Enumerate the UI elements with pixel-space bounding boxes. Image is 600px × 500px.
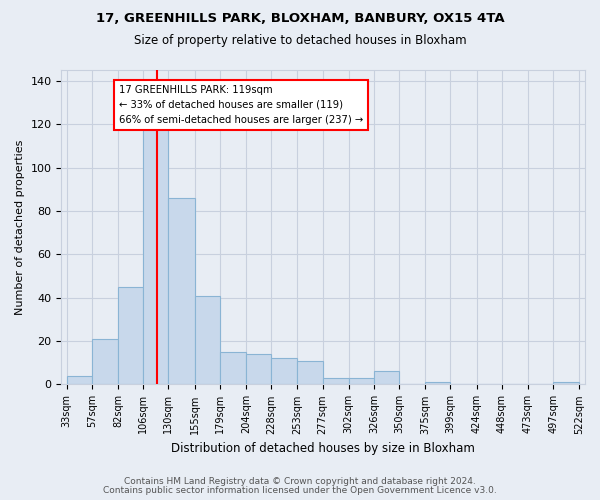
- Bar: [67, 376, 92, 384]
- Bar: [349, 378, 374, 384]
- Text: Contains HM Land Registry data © Crown copyright and database right 2024.: Contains HM Land Registry data © Crown c…: [124, 477, 476, 486]
- Bar: [92, 339, 118, 384]
- Bar: [374, 372, 399, 384]
- Bar: [553, 382, 580, 384]
- X-axis label: Distribution of detached houses by size in Bloxham: Distribution of detached houses by size …: [171, 442, 475, 455]
- Text: Size of property relative to detached houses in Bloxham: Size of property relative to detached ho…: [134, 34, 466, 47]
- Bar: [298, 360, 323, 384]
- Bar: [118, 287, 143, 384]
- Y-axis label: Number of detached properties: Number of detached properties: [15, 140, 25, 315]
- Bar: [143, 102, 169, 384]
- Bar: [169, 198, 194, 384]
- Text: 17 GREENHILLS PARK: 119sqm
← 33% of detached houses are smaller (119)
66% of sem: 17 GREENHILLS PARK: 119sqm ← 33% of deta…: [119, 85, 364, 125]
- Bar: [220, 352, 246, 384]
- Text: 17, GREENHILLS PARK, BLOXHAM, BANBURY, OX15 4TA: 17, GREENHILLS PARK, BLOXHAM, BANBURY, O…: [95, 12, 505, 26]
- Bar: [194, 296, 220, 384]
- Bar: [271, 358, 298, 384]
- Text: Contains public sector information licensed under the Open Government Licence v3: Contains public sector information licen…: [103, 486, 497, 495]
- Bar: [323, 378, 349, 384]
- Bar: [425, 382, 451, 384]
- Bar: [246, 354, 271, 384]
